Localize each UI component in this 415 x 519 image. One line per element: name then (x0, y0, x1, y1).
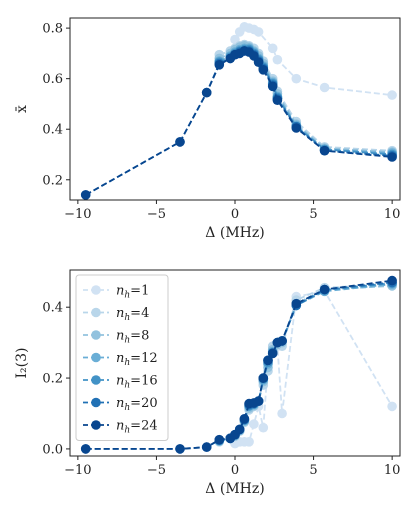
legend-label: nh=12 (116, 351, 158, 368)
data-point (387, 152, 397, 162)
y-tick-label: 0.2 (42, 372, 63, 387)
data-point (291, 298, 302, 309)
data-point (258, 65, 269, 75)
y-axis-label: x̄ (14, 105, 30, 113)
legend-marker (91, 420, 101, 430)
legend-label: nh=8 (116, 329, 149, 346)
series-line (218, 44, 393, 153)
y-tick-label: 0.0 (42, 442, 63, 457)
x-tick-label: −10 (64, 207, 91, 222)
series-line (218, 47, 393, 155)
legend-marker (91, 375, 101, 385)
legend-item: nh=8 (83, 329, 149, 346)
data-point (258, 422, 269, 433)
legend-label: nh=24 (116, 419, 158, 436)
data-point (201, 87, 212, 98)
data-point (277, 408, 287, 419)
data-point (387, 275, 397, 286)
legend-marker (91, 307, 101, 318)
bottom-panel-i2-vs-detuning: −10 −5 0 5 100.00.20.4Δ (MHz)I₂(3)nh=1nh=4nh… (14, 269, 401, 497)
legend: nh=1 nh=4 nh=8 nh=12 nh=16 nh=20 nh=24 (75, 274, 169, 441)
data-point (80, 444, 91, 454)
data-point (267, 43, 278, 54)
series-line (218, 48, 393, 156)
series-0 (230, 22, 397, 100)
data-point (291, 73, 302, 84)
data-point (387, 401, 397, 412)
y-axis-label: I₂(3) (14, 348, 30, 379)
data-point (175, 137, 185, 147)
x-axis-label: Δ (MHz) (205, 481, 264, 497)
series-0 (230, 286, 397, 449)
x-tick-label: 5 (309, 463, 317, 478)
y-tick-label: 0.8 (42, 22, 63, 37)
x-tick-label: 0 (231, 463, 239, 478)
legend-marker (91, 397, 101, 408)
legend-marker (91, 330, 101, 340)
series-line (85, 50, 393, 196)
legend-label: nh=16 (116, 374, 158, 391)
y-tick-label: 0.6 (42, 72, 63, 87)
data-point (267, 81, 278, 92)
legend-marker (91, 352, 101, 363)
x-tick-label: 10 (384, 463, 401, 478)
data-point (272, 95, 283, 105)
x-tick-label: −5 (147, 463, 166, 478)
data-point (249, 419, 259, 429)
y-tick-label: 0.4 (42, 301, 63, 316)
data-point (253, 396, 264, 406)
data-point (267, 348, 278, 359)
legend-marker (91, 285, 101, 295)
legend-label: nh=1 (116, 284, 149, 301)
x-tick-label: 0 (231, 207, 239, 222)
legend-item: nh=24 (83, 419, 158, 436)
legend-label: nh=20 (116, 396, 158, 413)
y-tick-label: 0.4 (42, 123, 63, 138)
data-point (201, 442, 212, 452)
data-point (214, 60, 225, 70)
x-tick-label: 5 (309, 207, 317, 222)
series-5 (80, 46, 397, 200)
data-point (253, 57, 264, 67)
series-6 (80, 46, 397, 200)
legend-item: nh=16 (83, 374, 158, 391)
series-2 (214, 41, 397, 157)
series-line (85, 49, 393, 196)
y-tick-label: 0.2 (42, 173, 63, 188)
top-panel-xbar-vs-detuning: −10 −5 0 5 10 0.2 0.4 0.6 0.8 Δ (MHz) x̄ (14, 17, 401, 241)
data-point (80, 190, 91, 200)
legend-item: nh=4 (83, 306, 149, 323)
series-4 (214, 44, 397, 160)
x-tick-label: −5 (147, 207, 166, 222)
data-point (277, 336, 287, 346)
data-point (272, 54, 283, 65)
data-point (244, 437, 254, 447)
data-point (319, 82, 330, 93)
series-3 (214, 43, 397, 158)
data-point (291, 123, 302, 133)
data-point (319, 145, 330, 156)
x-tick-label: 10 (384, 207, 401, 222)
legend-label: nh=4 (116, 306, 149, 323)
data-point (239, 414, 250, 424)
data-point (253, 27, 264, 37)
data-point (214, 434, 225, 445)
data-point (263, 355, 273, 366)
data-point (387, 90, 397, 100)
series-line (234, 290, 393, 445)
x-axis-label: Δ (MHz) (205, 225, 264, 241)
x-tick-label: −10 (64, 463, 91, 478)
legend-item: nh=12 (83, 351, 158, 368)
series-6 (80, 275, 397, 454)
data-point (175, 444, 185, 454)
data-point (258, 373, 269, 383)
data-point (319, 284, 330, 295)
data-point (234, 424, 245, 435)
legend-item: nh=20 (83, 396, 158, 413)
legend-item: nh=1 (83, 284, 149, 301)
